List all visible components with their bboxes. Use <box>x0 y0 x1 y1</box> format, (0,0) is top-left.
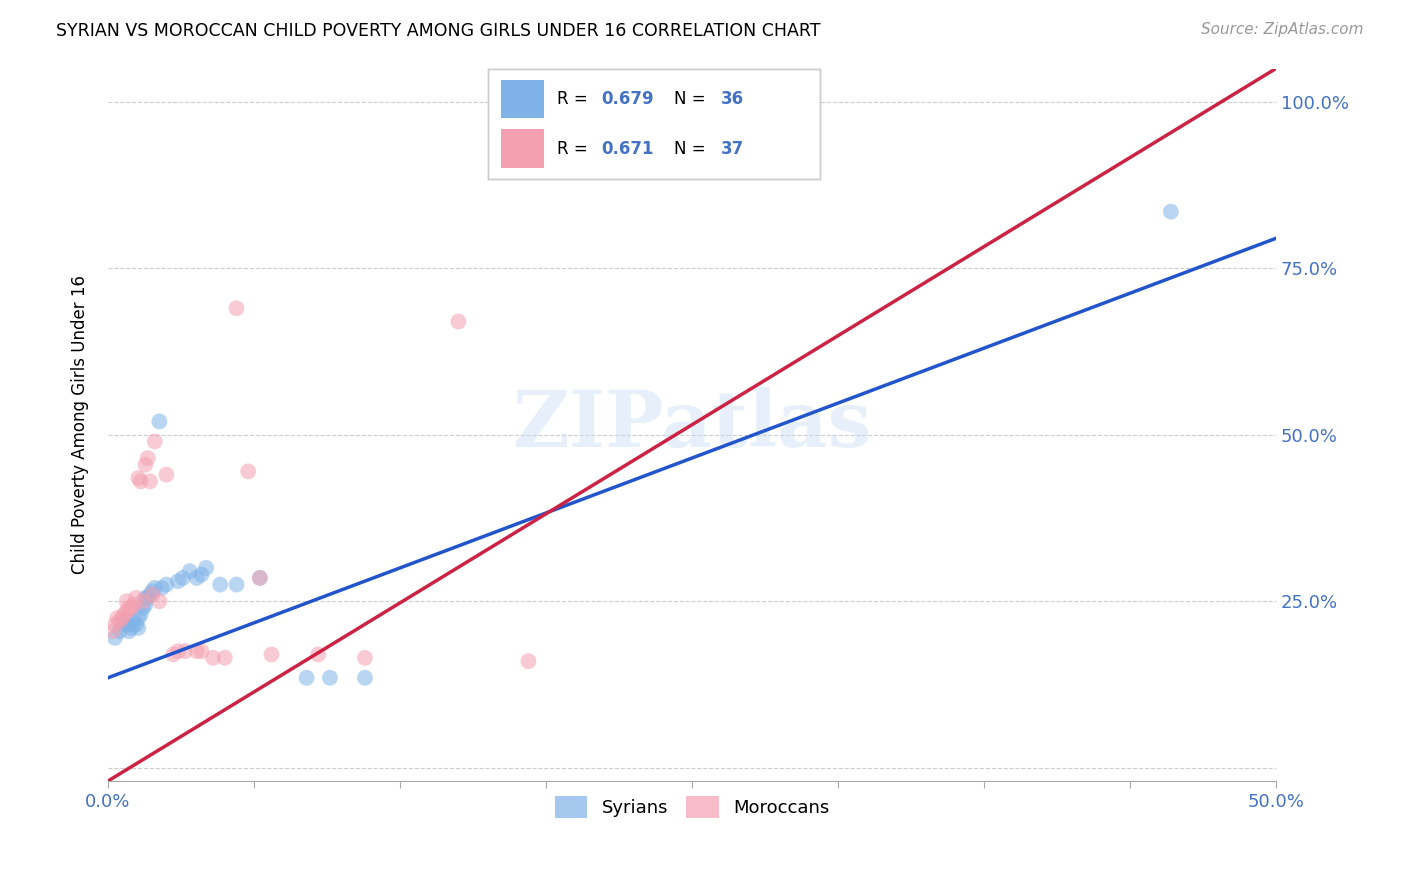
Point <box>186 571 208 585</box>
Point <box>125 617 148 632</box>
Point <box>104 617 127 632</box>
Point <box>105 611 128 625</box>
Point <box>136 591 159 605</box>
Point <box>136 451 159 466</box>
Point <box>127 621 149 635</box>
Point <box>148 414 170 428</box>
Point <box>132 600 155 615</box>
Point <box>162 648 184 662</box>
Point <box>120 621 142 635</box>
Point <box>111 617 134 632</box>
Point <box>111 611 134 625</box>
Point <box>354 650 377 665</box>
Legend: Syrians, Moroccans: Syrians, Moroccans <box>547 789 837 825</box>
Point <box>186 644 208 658</box>
Point <box>112 607 135 622</box>
Point <box>155 577 177 591</box>
Point <box>209 577 232 591</box>
Point <box>172 571 194 585</box>
Point <box>174 644 197 658</box>
Point <box>179 564 201 578</box>
Point <box>108 624 131 639</box>
Point <box>139 588 162 602</box>
Point <box>167 644 190 658</box>
Point <box>225 577 247 591</box>
Point <box>115 594 138 608</box>
Point <box>167 574 190 589</box>
Text: Source: ZipAtlas.com: Source: ZipAtlas.com <box>1201 22 1364 37</box>
Point <box>139 475 162 489</box>
Point <box>148 594 170 608</box>
Point <box>118 600 141 615</box>
Point <box>143 581 166 595</box>
Point <box>143 434 166 449</box>
Point <box>249 571 271 585</box>
Point <box>132 594 155 608</box>
Point <box>141 584 163 599</box>
Point <box>120 600 142 615</box>
Point <box>122 614 145 628</box>
Point <box>127 471 149 485</box>
Point <box>125 591 148 605</box>
Point <box>307 648 329 662</box>
Point <box>202 650 225 665</box>
Point <box>249 571 271 585</box>
Point <box>150 581 173 595</box>
Text: SYRIAN VS MOROCCAN CHILD POVERTY AMONG GIRLS UNDER 16 CORRELATION CHART: SYRIAN VS MOROCCAN CHILD POVERTY AMONG G… <box>56 22 821 40</box>
Point <box>115 617 138 632</box>
Point <box>190 644 212 658</box>
Point <box>127 611 149 625</box>
Point <box>134 591 156 605</box>
Y-axis label: Child Poverty Among Girls Under 16: Child Poverty Among Girls Under 16 <box>72 276 89 574</box>
Point <box>190 567 212 582</box>
Point <box>1160 204 1182 219</box>
Point <box>214 650 236 665</box>
Point <box>118 624 141 639</box>
Point <box>319 671 342 685</box>
Point <box>115 604 138 618</box>
Point <box>129 607 152 622</box>
Point <box>104 631 127 645</box>
Point <box>112 614 135 628</box>
Point <box>354 671 377 685</box>
Point <box>134 598 156 612</box>
Point <box>134 458 156 472</box>
Point <box>155 467 177 482</box>
Point <box>195 561 218 575</box>
Point <box>118 617 141 632</box>
Point <box>236 464 259 478</box>
Text: ZIPatlas: ZIPatlas <box>512 387 872 463</box>
Point <box>295 671 318 685</box>
Point <box>517 654 540 668</box>
Point <box>225 301 247 316</box>
Point <box>260 648 283 662</box>
Point <box>447 314 470 328</box>
Point <box>122 598 145 612</box>
Point <box>108 614 131 628</box>
Point <box>101 624 124 639</box>
Point <box>129 475 152 489</box>
Point <box>141 588 163 602</box>
